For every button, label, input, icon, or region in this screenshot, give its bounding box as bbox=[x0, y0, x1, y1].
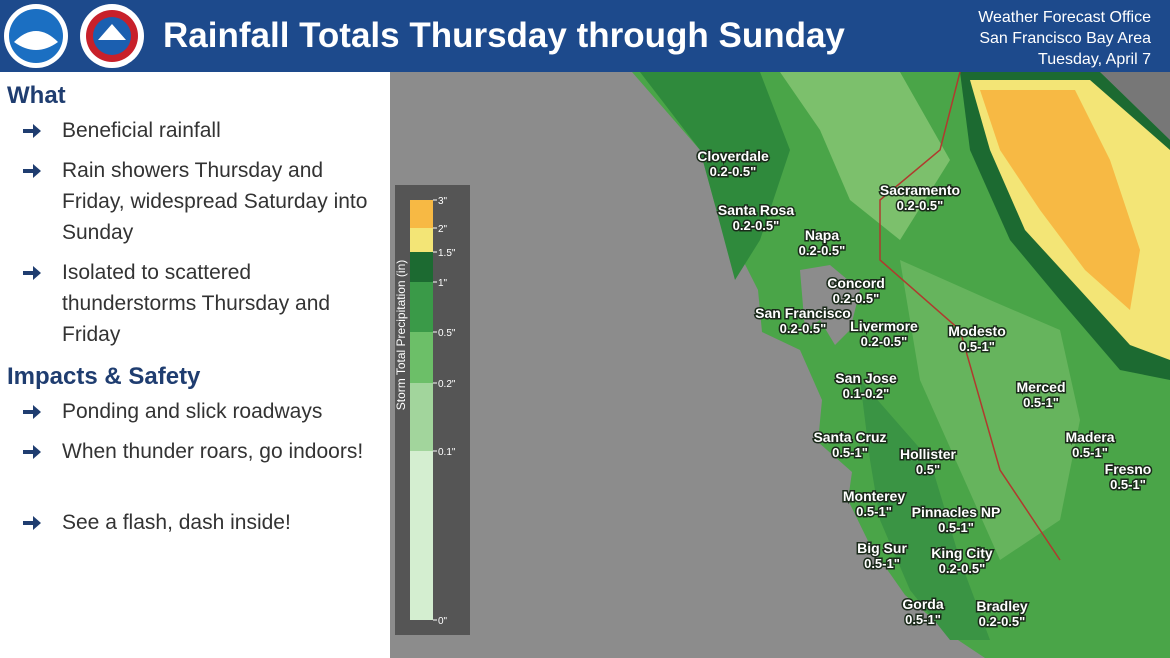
bullet-text: Isolated to scattered thunderstorms Thur… bbox=[62, 261, 331, 346]
place-amount: 0.2-0.5" bbox=[897, 198, 944, 213]
place-name: Santa Cruz bbox=[813, 429, 886, 445]
legend-label: 0.2" bbox=[438, 379, 456, 390]
place-amount: 0.5-1" bbox=[959, 339, 995, 354]
place-name: San Francisco bbox=[755, 305, 851, 321]
legend-swatch bbox=[410, 200, 433, 228]
section-heading: What bbox=[7, 82, 66, 109]
place-name: Hollister bbox=[900, 446, 957, 462]
legend-label: 2" bbox=[438, 224, 448, 235]
legend-swatch bbox=[410, 228, 433, 252]
legend-label: 0" bbox=[438, 616, 448, 627]
place-name: Merced bbox=[1016, 379, 1065, 395]
office-line: Tuesday, April 7 bbox=[1038, 51, 1151, 68]
header: Rainfall Totals Thursday through Sunday … bbox=[0, 0, 1170, 72]
legend-swatch bbox=[410, 332, 433, 383]
bullet-text: Rain showers Thursday and Friday, widesp… bbox=[62, 159, 368, 244]
place-name: King City bbox=[931, 545, 993, 561]
bullet-text: See a flash, dash inside! bbox=[62, 511, 291, 534]
place-amount: 0.2-0.5" bbox=[979, 614, 1026, 629]
place-name: Bradley bbox=[976, 598, 1028, 614]
place-amount: 0.2-0.5" bbox=[939, 561, 986, 576]
bullet-text: When thunder roars, go indoors! bbox=[62, 440, 364, 463]
place-name: Big Sur bbox=[857, 540, 907, 556]
legend-label: 0.5" bbox=[438, 328, 456, 339]
place-amount: 0.5-1" bbox=[864, 556, 900, 571]
arrow-shape bbox=[23, 124, 41, 138]
legend-label: 3" bbox=[438, 196, 448, 207]
legend-swatch bbox=[410, 451, 433, 620]
office-line: San Francisco Bay Area bbox=[979, 30, 1151, 47]
place-name: Concord bbox=[827, 275, 885, 291]
bullet-text: Ponding and slick roadways bbox=[62, 400, 323, 423]
arrow-shape bbox=[23, 164, 41, 178]
place-amount: 0.5-1" bbox=[1023, 395, 1059, 410]
legend-swatch bbox=[410, 252, 433, 282]
place-amount: 0.2-0.5" bbox=[861, 334, 908, 349]
bullet-arrow bbox=[23, 445, 41, 459]
text-panel: What Beneficial rainfall Rain showers Thur… bbox=[0, 72, 390, 658]
place-name: Monterey bbox=[843, 488, 905, 504]
place-amount: 0.5-1" bbox=[1072, 445, 1108, 460]
section-heading: Impacts & Safety bbox=[7, 363, 201, 390]
place-name: Sacramento bbox=[880, 182, 960, 198]
place-name: Santa Rosa bbox=[718, 202, 794, 218]
place-amount: 0.5-1" bbox=[832, 445, 868, 460]
place-amount: 0.2-0.5" bbox=[733, 218, 780, 233]
place-name: Fresno bbox=[1105, 461, 1152, 477]
bullet-arrow bbox=[23, 266, 41, 280]
arrow-shape bbox=[23, 516, 41, 530]
place-amount: 0.5-1" bbox=[1110, 477, 1146, 492]
place-name: Gorda bbox=[902, 596, 943, 612]
arrow-shape bbox=[23, 266, 41, 280]
place-amount: 0.5-1" bbox=[938, 520, 974, 535]
legend: 3" 2" 1.5" 1" 0.5" 0.2" 0.1" 0" Storm Total Prec… bbox=[394, 185, 470, 635]
legend-label: 0.1" bbox=[438, 447, 456, 458]
place-name: Cloverdale bbox=[697, 148, 769, 164]
logos bbox=[4, 4, 144, 68]
map: 3" 2" 1.5" 1" 0.5" 0.2" 0.1" 0" Storm Total Prec… bbox=[390, 72, 1170, 658]
place-amount: 0.2-0.5" bbox=[833, 291, 880, 306]
office-info: Weather Forecast Office San Francisco Ba… bbox=[978, 7, 1151, 70]
place-amount: 0.2-0.5" bbox=[799, 243, 846, 258]
arrow-shape bbox=[23, 405, 41, 419]
legend-swatch bbox=[410, 383, 433, 451]
place-amount: 0.5-1" bbox=[905, 612, 941, 627]
place-amount: 0.2-0.5" bbox=[780, 321, 827, 336]
place-amount: 0.1-0.2" bbox=[843, 386, 890, 401]
place-name: San Jose bbox=[835, 370, 897, 386]
office-line: Weather Forecast Office bbox=[978, 9, 1151, 26]
arrow-shape bbox=[23, 445, 41, 459]
bullet-arrow bbox=[23, 405, 41, 419]
bullet-arrow bbox=[23, 124, 41, 138]
bullet-arrow bbox=[23, 516, 41, 530]
place-name: Napa bbox=[805, 227, 839, 243]
place-amount: 0.5-1" bbox=[856, 504, 892, 519]
place-name: Madera bbox=[1065, 429, 1114, 445]
title: Rainfall Totals Thursday through Sunday bbox=[163, 16, 845, 55]
bullet-arrow bbox=[23, 164, 41, 178]
legend-label: 1.5" bbox=[438, 248, 456, 259]
place-name: Livermore bbox=[850, 318, 918, 334]
place-name: Pinnacles NP bbox=[912, 504, 1001, 520]
bullet-text: Beneficial rainfall bbox=[62, 119, 221, 142]
legend-title: Storm Total Precipitation (in) bbox=[394, 260, 408, 411]
place-name: Modesto bbox=[948, 323, 1006, 339]
place-amount: 0.2-0.5" bbox=[710, 164, 757, 179]
place-amount: 0.5" bbox=[916, 462, 940, 477]
legend-swatch bbox=[410, 282, 433, 332]
legend-label: 1" bbox=[438, 278, 448, 289]
